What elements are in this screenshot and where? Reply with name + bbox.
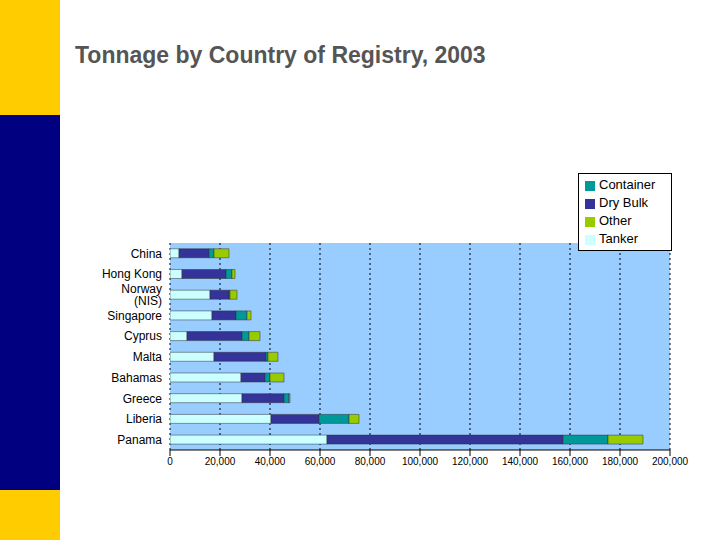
svg-text:Hong Kong: Hong Kong [102,267,162,281]
svg-text:China: China [131,247,163,261]
html-text:Other: Other [599,213,632,228]
svg-text:Singapore: Singapore [107,309,162,323]
svg-text:40,000: 40,000 [255,456,286,467]
svg-text:100,000: 100,000 [402,456,439,467]
html-text:Tanker: Tanker [599,231,638,246]
svg-text:60,000: 60,000 [305,456,336,467]
html-text:Tonnage by Country of Registry: Tonnage by Country of Registry, 2003 [75,42,486,68]
svg-text:180,000: 180,000 [602,456,639,467]
svg-text:Panama: Panama [117,433,162,447]
svg-text:Malta: Malta [133,350,163,364]
svg-text:160,000: 160,000 [552,456,589,467]
svg-text:80,000: 80,000 [355,456,386,467]
svg-text:Bahamas: Bahamas [111,371,162,385]
svg-text:140,000: 140,000 [502,456,539,467]
svg-text:120,000: 120,000 [452,456,489,467]
svg-text:Liberia: Liberia [126,412,162,426]
html-text:Dry Bulk: Dry Bulk [599,195,649,210]
svg-text:200,000: 200,000 [652,456,689,467]
html-text:Container: Container [599,177,656,192]
svg-text:Greece: Greece [123,392,163,406]
svg-text:20,000: 20,000 [205,456,236,467]
svg-text:0: 0 [167,456,173,467]
svg-text:Cyprus: Cyprus [124,329,162,343]
svg-text:Norway(NIS): Norway(NIS) [121,282,162,308]
